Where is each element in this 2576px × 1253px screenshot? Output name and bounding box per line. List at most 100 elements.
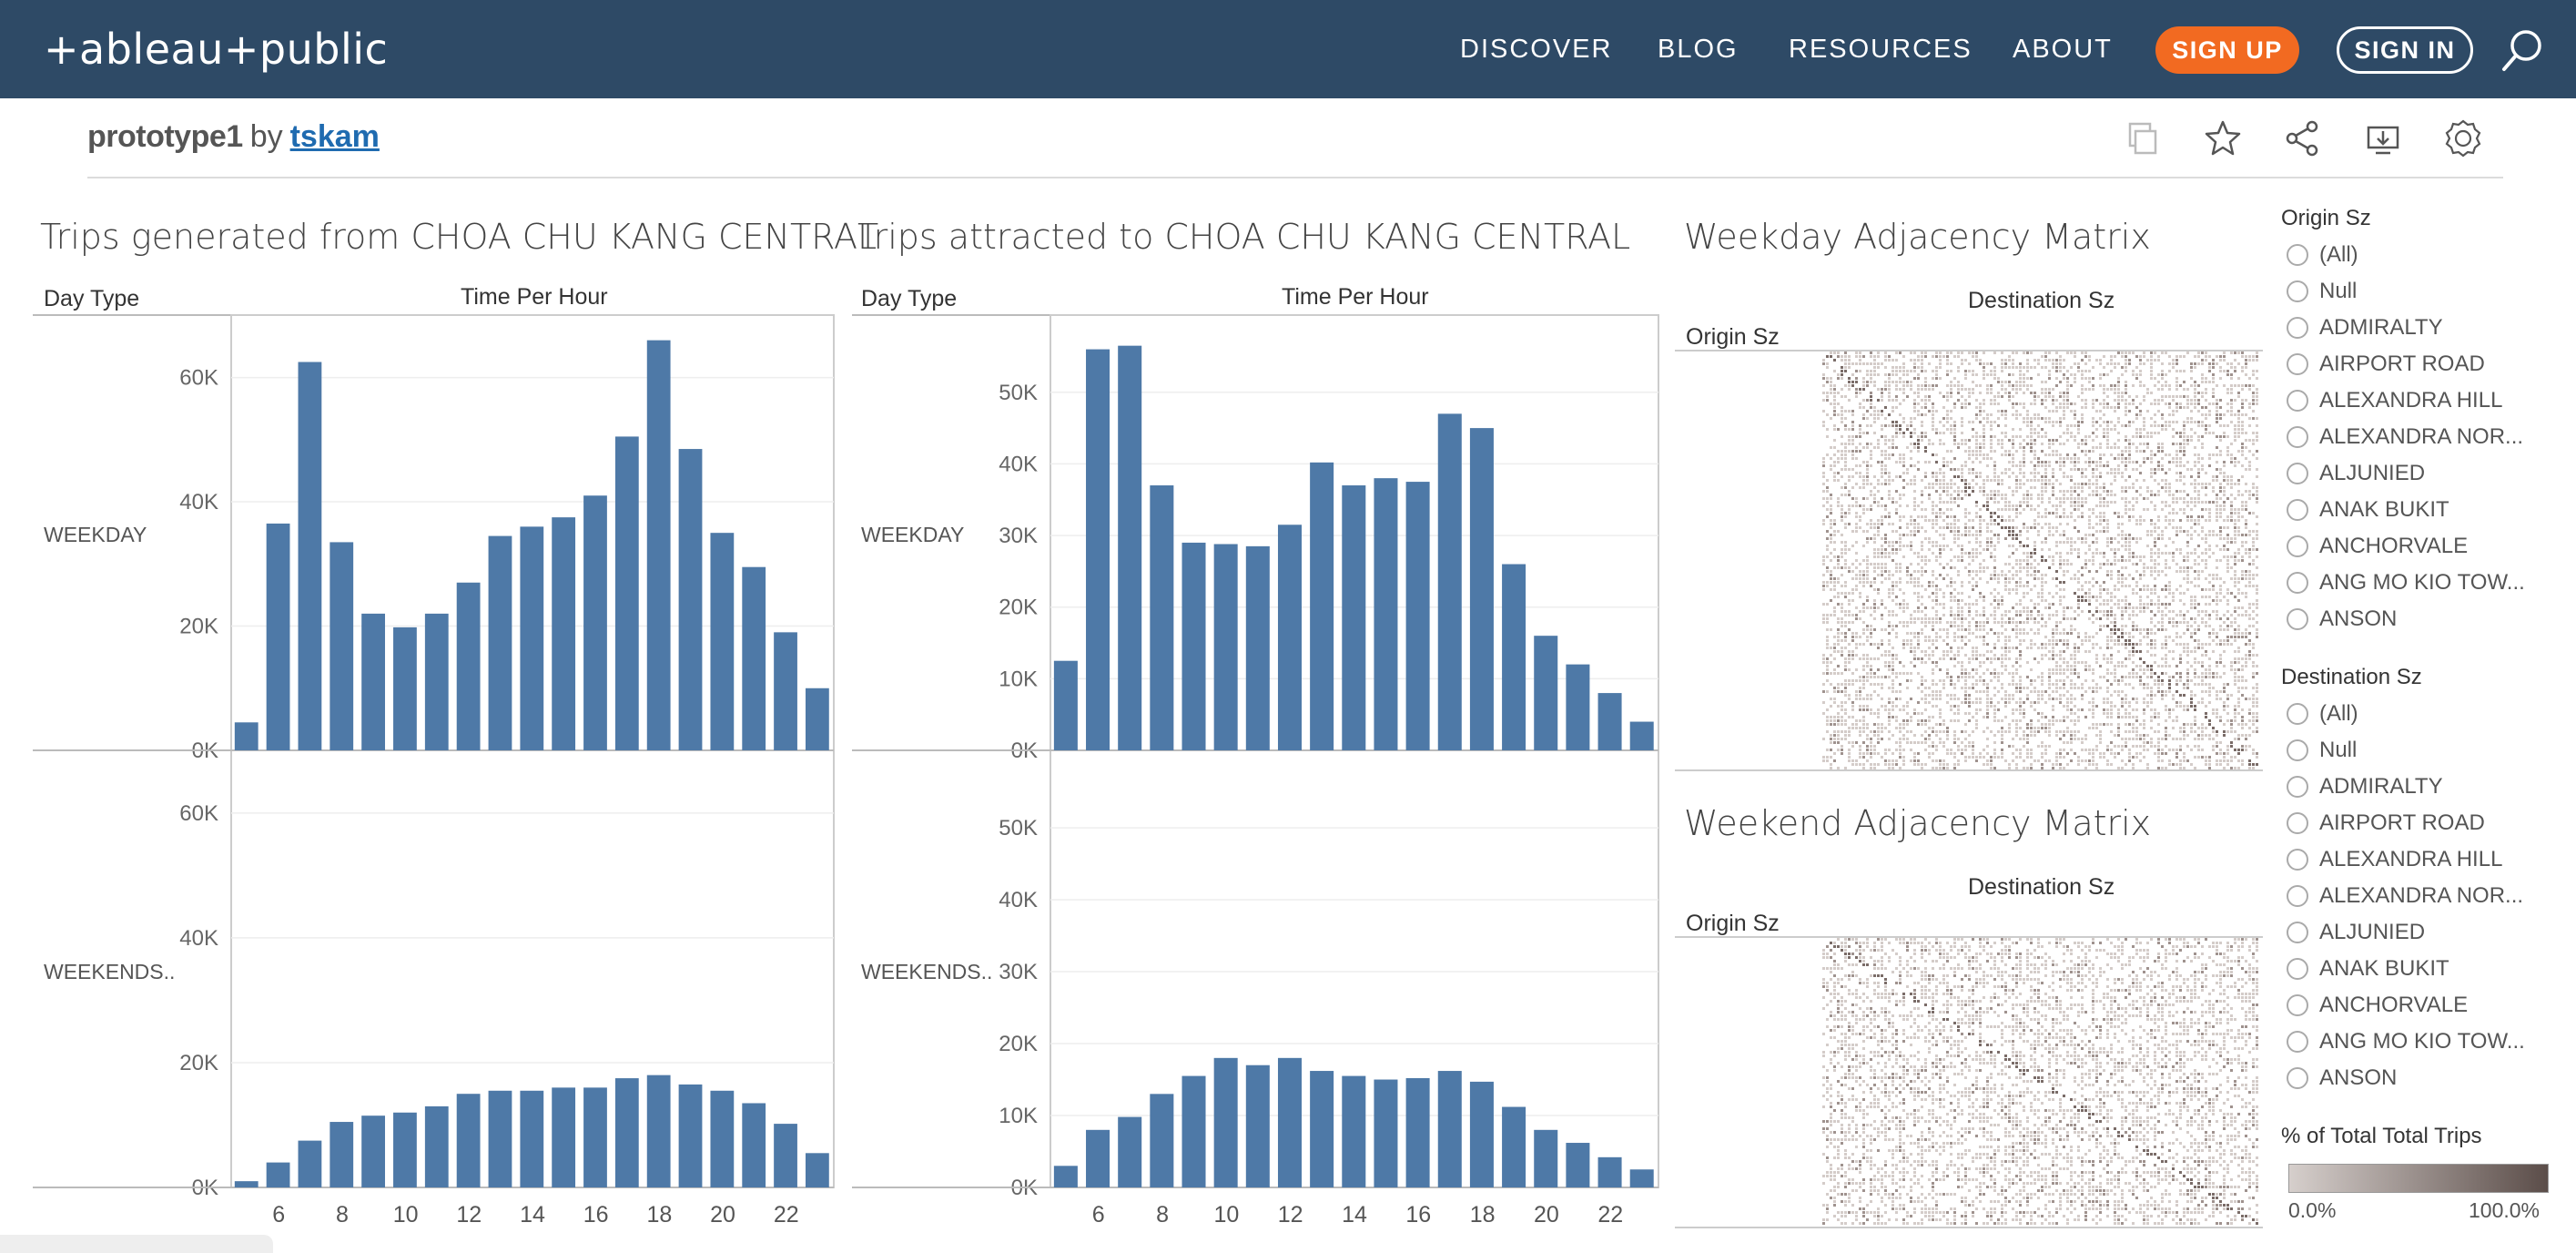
bar[interactable]: [742, 1103, 766, 1187]
bar[interactable]: [456, 582, 481, 750]
bar[interactable]: [614, 1078, 639, 1187]
origin-filter-option[interactable]: ANSON: [2287, 601, 2532, 637]
bar[interactable]: [1150, 485, 1174, 750]
bar[interactable]: [1597, 1156, 1622, 1187]
destination-filter-option[interactable]: ANG MO KIO TOW...: [2287, 1024, 2532, 1060]
star-icon[interactable]: [2203, 118, 2243, 158]
destination-filter-option[interactable]: ALEXANDRA NOR...: [2287, 878, 2532, 914]
bar[interactable]: [614, 436, 639, 750]
radio-button-icon[interactable]: [2287, 885, 2308, 907]
badge-icon[interactable]: [2443, 118, 2483, 158]
bar[interactable]: [393, 626, 417, 750]
bar[interactable]: [1086, 349, 1111, 750]
bar[interactable]: [1310, 1071, 1334, 1187]
sign-up-button[interactable]: SIGN UP: [2155, 26, 2299, 74]
bar[interactable]: [583, 1087, 607, 1187]
bar[interactable]: [424, 1105, 449, 1187]
bar[interactable]: [552, 517, 576, 750]
origin-filter-option[interactable]: ANAK BUKIT: [2287, 492, 2532, 528]
bar[interactable]: [805, 1153, 829, 1187]
radio-button-icon[interactable]: [2287, 812, 2308, 834]
bar[interactable]: [1310, 462, 1334, 750]
radio-button-icon[interactable]: [2287, 535, 2308, 557]
destination-filter-option[interactable]: ANSON: [2287, 1060, 2532, 1096]
radio-button-icon[interactable]: [2287, 390, 2308, 412]
bar[interactable]: [1597, 693, 1622, 750]
origin-filter-option[interactable]: ADMIRALTY: [2287, 310, 2532, 346]
radio-button-icon[interactable]: [2287, 317, 2308, 339]
bar[interactable]: [393, 1112, 417, 1187]
bar[interactable]: [1405, 482, 1430, 750]
copy-icon[interactable]: [2123, 118, 2163, 158]
radio-button-icon[interactable]: [2287, 849, 2308, 871]
bar[interactable]: [1245, 1065, 1270, 1187]
bar[interactable]: [1342, 1075, 1366, 1187]
search-icon[interactable]: [2499, 25, 2548, 75]
bar[interactable]: [774, 632, 797, 750]
radio-button-icon[interactable]: [2287, 499, 2308, 521]
bar[interactable]: [1469, 428, 1494, 750]
destination-filter-option[interactable]: AIRPORT ROAD: [2287, 805, 2532, 841]
radio-button-icon[interactable]: [2287, 958, 2308, 980]
radio-button-icon[interactable]: [2287, 463, 2308, 484]
radio-button-icon[interactable]: [2287, 994, 2308, 1016]
sign-in-button[interactable]: SIGN IN: [2337, 26, 2473, 74]
bar[interactable]: [1629, 721, 1654, 750]
nav-blog[interactable]: BLOG: [1658, 35, 1739, 64]
download-icon[interactable]: [2363, 118, 2403, 158]
bar[interactable]: [646, 1075, 671, 1187]
bar[interactable]: [520, 1090, 544, 1187]
radio-button-icon[interactable]: [2287, 353, 2308, 375]
radio-button-icon[interactable]: [2287, 572, 2308, 594]
bar[interactable]: [1213, 544, 1238, 750]
bar[interactable]: [1566, 664, 1590, 750]
nav-discover[interactable]: DISCOVER: [1460, 35, 1613, 64]
bar[interactable]: [520, 526, 544, 750]
destination-filter-option[interactable]: ANCHORVALE: [2287, 987, 2532, 1024]
destination-filter-option[interactable]: Null: [2287, 732, 2532, 769]
bar[interactable]: [1086, 1129, 1111, 1187]
weekend-adjacency-matrix[interactable]: [1675, 938, 2263, 1229]
bar[interactable]: [488, 535, 512, 750]
destination-filter-option[interactable]: ALJUNIED: [2287, 914, 2532, 951]
bar[interactable]: [1437, 1071, 1462, 1187]
bar[interactable]: [456, 1094, 481, 1187]
destination-filter-option[interactable]: ANAK BUKIT: [2287, 951, 2532, 987]
bar[interactable]: [1437, 413, 1462, 750]
bar[interactable]: [1118, 1116, 1142, 1187]
tableau-public-logo[interactable]: +ableau+public: [44, 25, 389, 74]
origin-filter-option[interactable]: AIRPORT ROAD: [2287, 346, 2532, 382]
radio-button-icon[interactable]: [2287, 776, 2308, 798]
radio-button-icon[interactable]: [2287, 426, 2308, 448]
bar[interactable]: [742, 566, 766, 750]
bar[interactable]: [1053, 660, 1078, 750]
bar[interactable]: [1277, 525, 1302, 750]
nav-resources[interactable]: RESOURCES: [1789, 35, 1973, 64]
bar[interactable]: [330, 1122, 354, 1187]
bar[interactable]: [552, 1087, 576, 1187]
destination-filter-option[interactable]: (All): [2287, 696, 2532, 732]
weekday-adjacency-matrix[interactable]: [1675, 351, 2263, 772]
bar[interactable]: [1245, 545, 1270, 750]
radio-button-icon[interactable]: [2287, 1031, 2308, 1053]
bar[interactable]: [361, 1115, 385, 1187]
bar[interactable]: [1342, 485, 1366, 750]
bar[interactable]: [1182, 1075, 1206, 1187]
bar[interactable]: [330, 542, 354, 750]
origin-filter-option[interactable]: (All): [2287, 237, 2532, 273]
bar[interactable]: [583, 495, 607, 750]
origin-filter-option[interactable]: ALEXANDRA HILL: [2287, 382, 2532, 419]
bar[interactable]: [1182, 542, 1206, 750]
nav-about[interactable]: ABOUT: [2013, 35, 2113, 64]
bar[interactable]: [1213, 1057, 1238, 1187]
destination-filter-list[interactable]: (All) Null ADMIRALTY AIRPORT ROAD ALEXANDRA …: [2287, 696, 2532, 1096]
radio-button-icon[interactable]: [2287, 703, 2308, 725]
bar[interactable]: [805, 688, 829, 750]
bar[interactable]: [710, 533, 735, 750]
origin-filter-list[interactable]: (All) Null ADMIRALTY AIRPORT ROAD ALEXANDRA …: [2287, 237, 2532, 639]
origin-filter-option[interactable]: ALJUNIED: [2287, 455, 2532, 492]
destination-filter-option[interactable]: ALEXANDRA HILL: [2287, 841, 2532, 878]
radio-button-icon[interactable]: [2287, 608, 2308, 630]
radio-button-icon[interactable]: [2287, 1067, 2308, 1089]
